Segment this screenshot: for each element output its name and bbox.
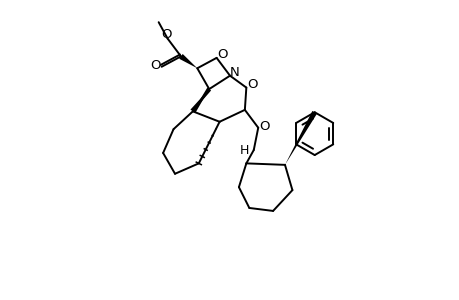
Polygon shape — [285, 111, 316, 165]
Text: O: O — [161, 28, 171, 40]
Text: O: O — [217, 48, 227, 62]
Text: O: O — [246, 78, 257, 91]
Text: N: N — [229, 66, 239, 79]
Text: H: H — [239, 143, 248, 157]
Text: O: O — [150, 59, 161, 72]
Polygon shape — [192, 88, 211, 111]
Polygon shape — [179, 54, 197, 68]
Polygon shape — [190, 89, 209, 113]
Text: O: O — [259, 120, 269, 133]
